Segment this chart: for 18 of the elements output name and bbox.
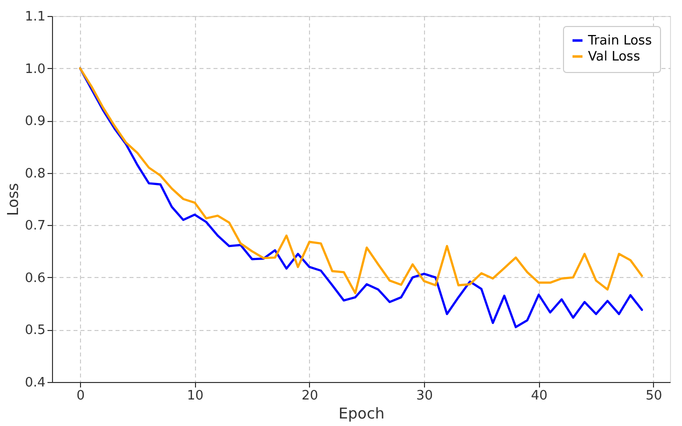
y-tick-label: 0.6 bbox=[24, 270, 46, 286]
y-tick-label: 1.0 bbox=[24, 62, 46, 77]
x-tick-label: 0 bbox=[76, 388, 85, 404]
x-axis-title: Epoch bbox=[338, 404, 384, 422]
y-axis-title: Loss bbox=[4, 182, 22, 216]
y-tick-label: 1.1 bbox=[24, 10, 46, 24]
y-tick-label: 0.4 bbox=[24, 376, 46, 390]
x-tick-label: 30 bbox=[416, 388, 433, 404]
y-tick-label: 0.9 bbox=[24, 114, 46, 130]
y-tick-label: 0.7 bbox=[24, 218, 46, 234]
legend-label: Val Loss bbox=[588, 50, 640, 64]
x-tick-label: 40 bbox=[530, 388, 548, 404]
y-tick-label: 0.8 bbox=[24, 166, 46, 182]
x-tick-label: 10 bbox=[186, 388, 204, 404]
y-tick-label: 0.5 bbox=[24, 323, 46, 338]
x-tick-label: 20 bbox=[302, 388, 318, 404]
legend-label: Train Loss bbox=[587, 34, 652, 48]
x-tick-label: 50 bbox=[646, 388, 662, 404]
